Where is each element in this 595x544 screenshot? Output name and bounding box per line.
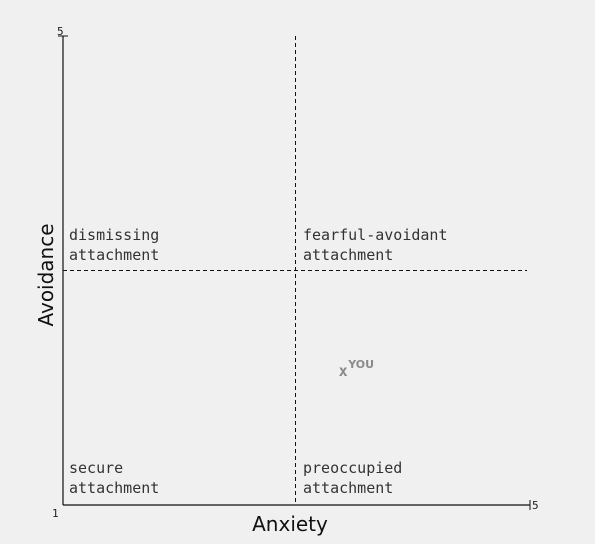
- quadrant-line: dismissing: [69, 226, 159, 244]
- y-tick-label-top: 5: [57, 25, 64, 38]
- x-tick-label-min: 1: [52, 507, 59, 520]
- quadrant-line: attachment: [69, 246, 159, 264]
- quadrant-line: attachment: [69, 479, 159, 497]
- data-point-marker: x: [339, 362, 348, 380]
- quadrant-line: preoccupied: [303, 459, 402, 477]
- quadrant-label-preoccupied: preoccupied attachment: [303, 459, 411, 497]
- quadrant-label-dismissing: dismissing attachment: [69, 226, 168, 264]
- quadrant-line: attachment: [303, 479, 393, 497]
- data-point-label: YOU: [347, 358, 374, 371]
- quadrant-line: fearful-avoidant: [303, 226, 448, 244]
- y-axis-title: Avoidance: [34, 223, 58, 326]
- x-axis-title: Anxiety: [252, 512, 328, 536]
- quadrant-line: secure: [69, 459, 123, 477]
- quadrant-label-secure: secure attachment: [69, 459, 159, 497]
- quadrant-line: attachment: [303, 246, 393, 264]
- quadrant-label-fearful-avoidant: fearful-avoidant attachment: [303, 226, 457, 264]
- x-tick-label-max: 5: [532, 499, 539, 512]
